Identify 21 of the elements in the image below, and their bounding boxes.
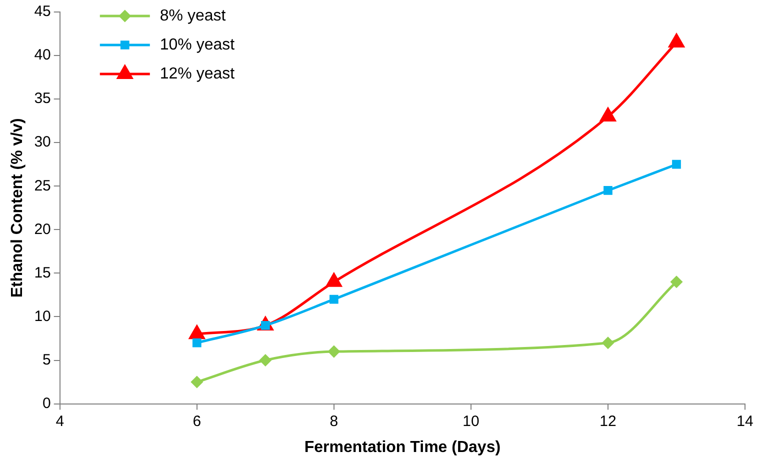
legend-label: 10% yeast <box>160 36 236 54</box>
y-tick-label: 0 <box>42 394 51 412</box>
y-tick-label: 45 <box>34 3 51 20</box>
y-tick-label: 35 <box>34 90 51 108</box>
x-axis-title: Fermentation Time (Days) <box>304 438 501 456</box>
y-tick-label: 40 <box>34 46 51 64</box>
y-tick-label: 5 <box>42 351 51 368</box>
y-tick-label: 15 <box>34 264 51 282</box>
x-tick-label: 6 <box>192 412 202 430</box>
y-tick-label: 25 <box>34 177 51 194</box>
x-tick-label: 14 <box>736 412 754 430</box>
x-tick-label: 10 <box>462 412 480 430</box>
y-tick-label: 10 <box>34 308 51 325</box>
legend-label: 12% yeast <box>160 65 236 82</box>
y-axis-title: Ethanol Content (% v/v) <box>9 118 26 298</box>
y-tick-label: 30 <box>34 134 51 151</box>
x-tick-label: 8 <box>330 412 338 430</box>
y-tick-label: 20 <box>34 220 51 238</box>
legend-label: 8% yeast <box>160 7 226 24</box>
x-tick-label: 4 <box>56 412 64 430</box>
x-tick-label: 12 <box>600 412 616 430</box>
